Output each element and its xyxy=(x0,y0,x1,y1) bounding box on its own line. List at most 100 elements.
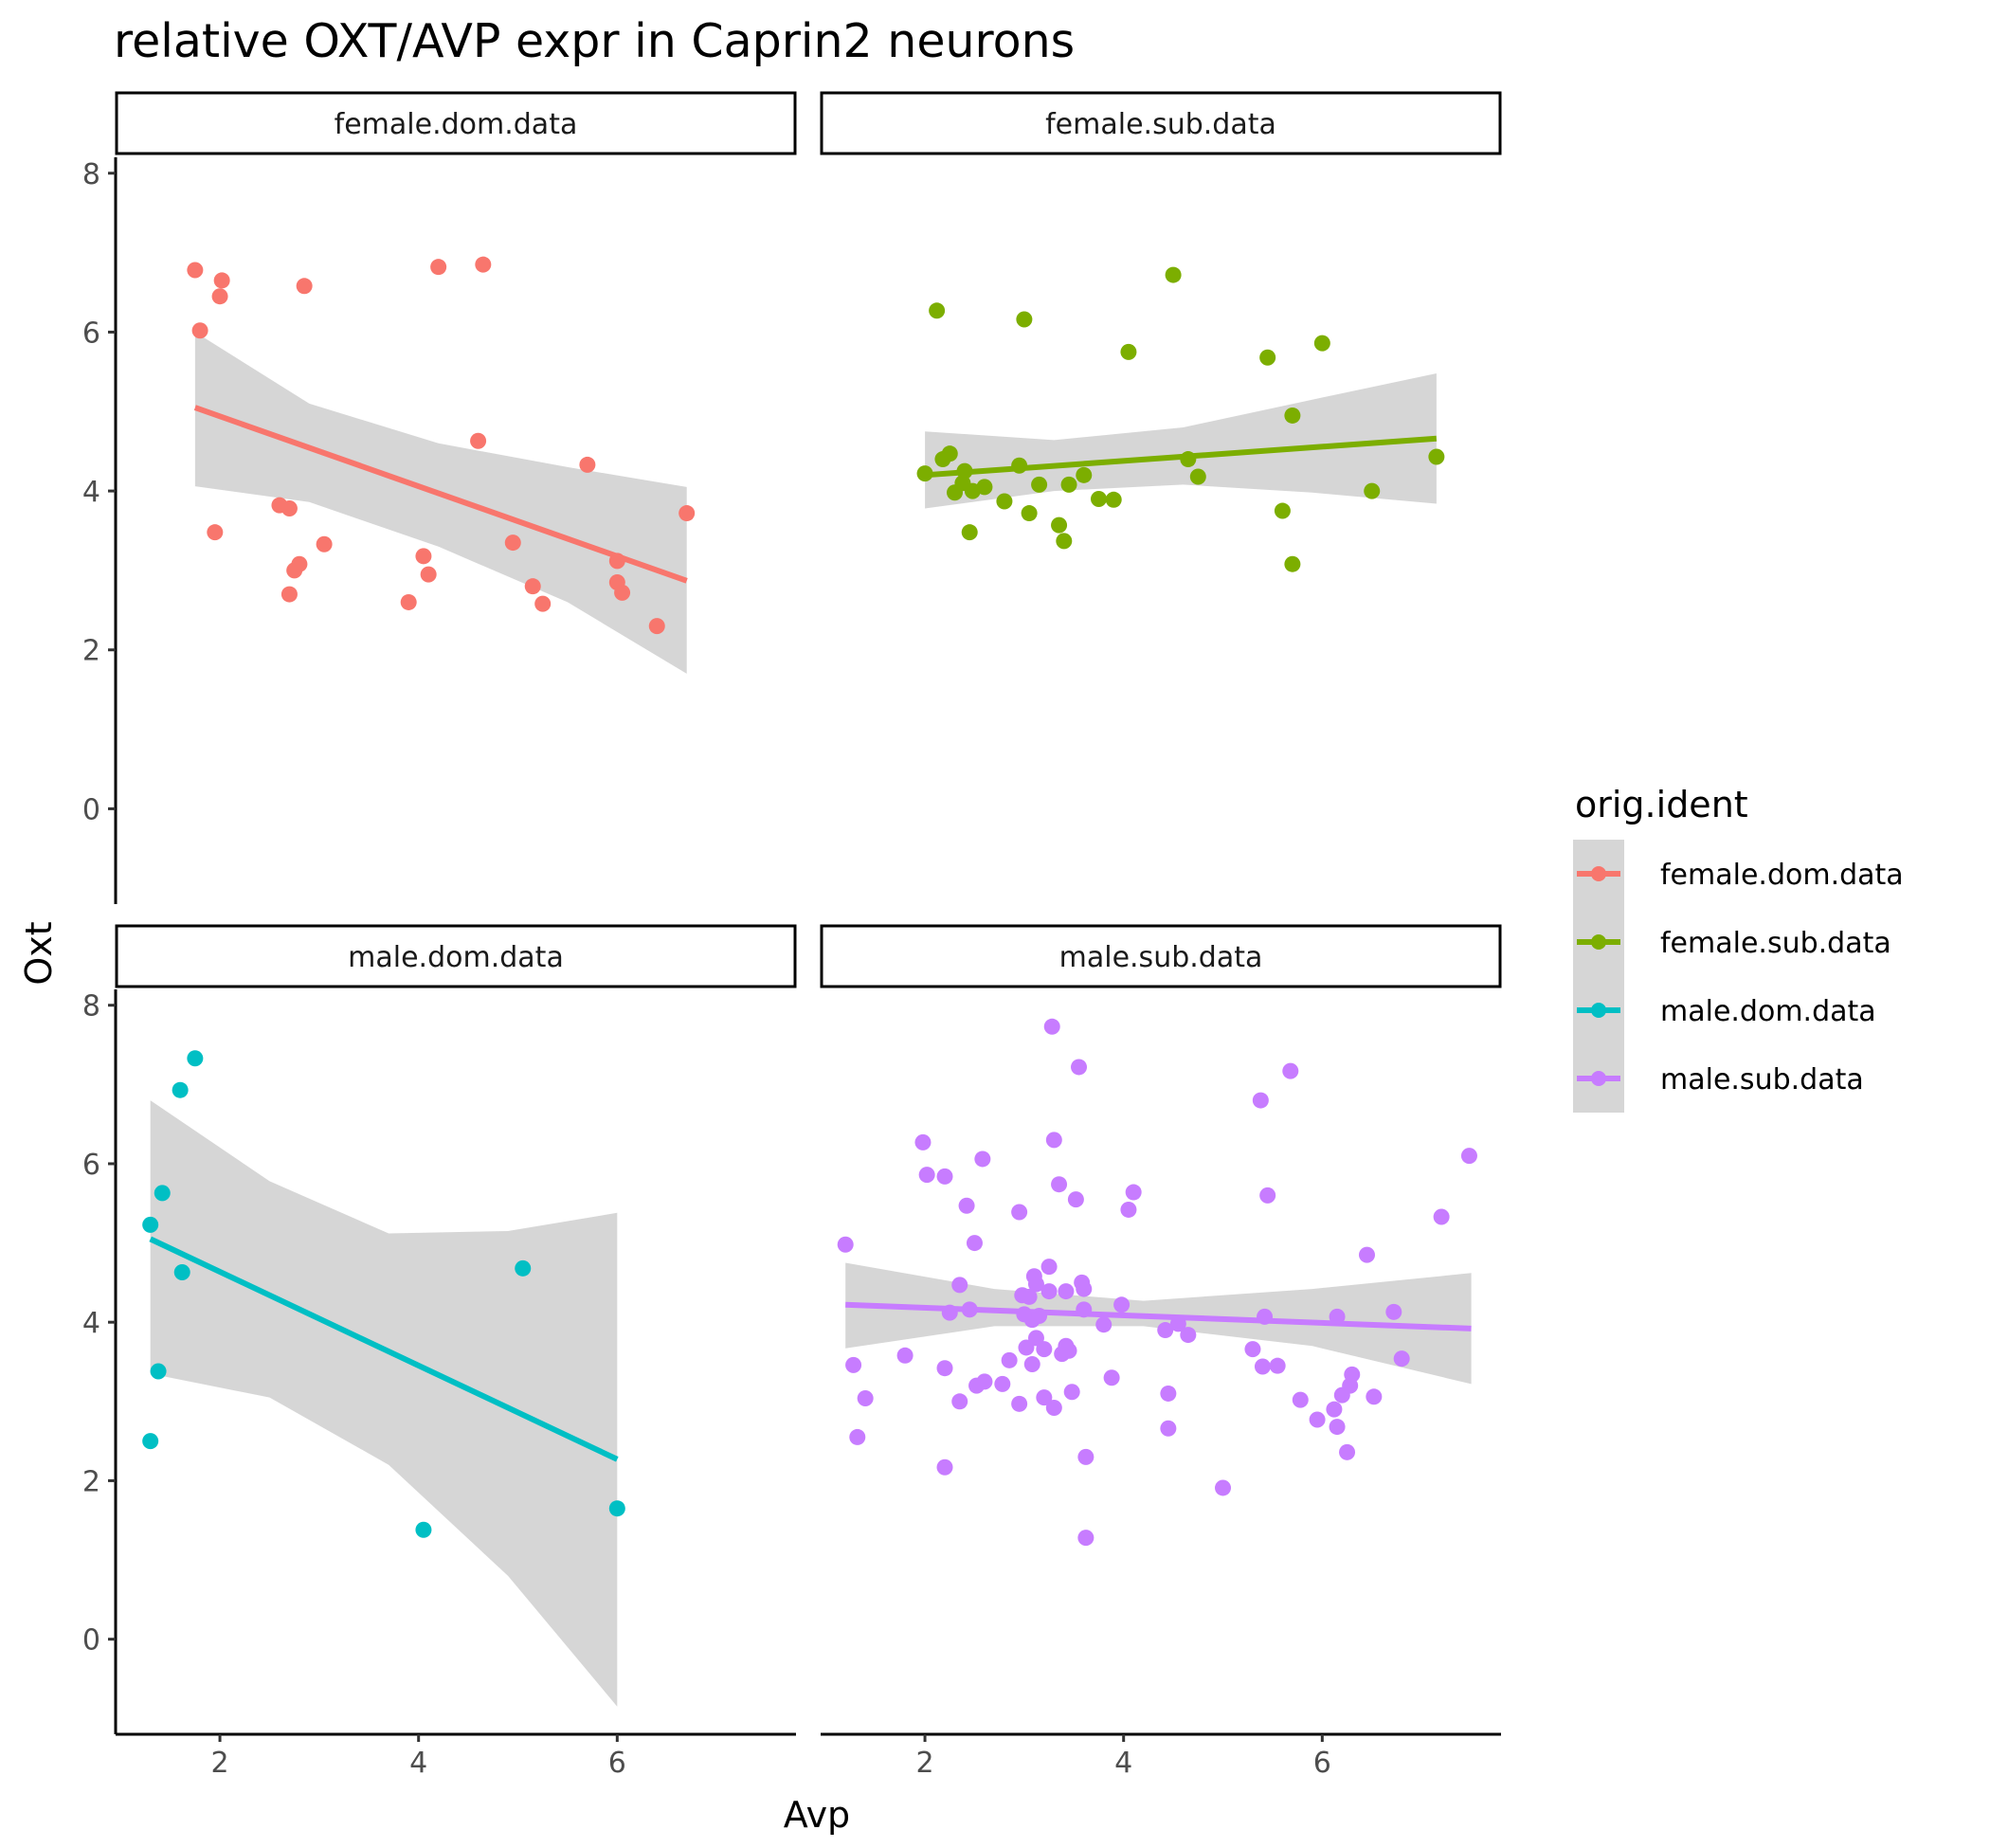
data-point xyxy=(678,505,696,522)
data-point xyxy=(1165,266,1182,283)
x-tick-label: 6 xyxy=(608,1747,626,1780)
legend-label: male.dom.data xyxy=(1660,995,1876,1028)
data-point xyxy=(1120,343,1137,360)
data-point xyxy=(608,553,625,570)
data-point xyxy=(1180,1327,1197,1344)
data-point xyxy=(1031,476,1048,493)
data-point xyxy=(961,524,978,541)
data-point xyxy=(951,1393,968,1410)
data-point xyxy=(976,1373,993,1390)
data-point xyxy=(896,1347,914,1364)
data-point xyxy=(187,1050,204,1067)
data-point xyxy=(1036,1341,1053,1358)
data-point xyxy=(1040,1283,1058,1300)
data-point xyxy=(1095,1316,1113,1333)
data-point xyxy=(280,500,298,517)
legend-label: male.sub.data xyxy=(1660,1063,1864,1096)
confidence-band xyxy=(925,373,1437,509)
data-point xyxy=(1344,1366,1361,1383)
data-point xyxy=(1076,1301,1093,1318)
data-point xyxy=(1011,1204,1028,1221)
legend-label: female.sub.data xyxy=(1660,927,1891,960)
panel-female-sub-data: female.sub.data xyxy=(820,91,1502,572)
data-point xyxy=(966,1235,983,1252)
data-point xyxy=(1018,1339,1035,1356)
data-point xyxy=(1274,502,1291,519)
x-tick-label: 2 xyxy=(211,1747,229,1780)
y-tick-label: 6 xyxy=(82,317,100,350)
legend-title: orig.ident xyxy=(1575,784,1748,825)
data-point xyxy=(1045,1399,1062,1416)
data-point xyxy=(1252,1092,1269,1109)
data-point xyxy=(415,548,432,565)
legend-key-point xyxy=(1591,934,1606,950)
data-point xyxy=(936,1360,953,1377)
data-point xyxy=(172,1081,189,1098)
data-point xyxy=(1358,1246,1375,1263)
data-point xyxy=(211,288,228,305)
y-axis-title: Oxt xyxy=(18,921,60,985)
data-point xyxy=(150,1363,167,1380)
panel-male-sub-data: male.sub.data 2 4 6 xyxy=(820,924,1502,1780)
facet-strip-label: female.sub.data xyxy=(1045,108,1276,141)
data-point xyxy=(1460,1148,1477,1165)
data-point xyxy=(936,1168,953,1185)
data-point xyxy=(1169,1315,1186,1332)
data-point xyxy=(280,586,298,603)
data-point xyxy=(976,479,993,496)
data-point xyxy=(614,584,631,601)
data-point xyxy=(1189,468,1206,485)
data-point xyxy=(845,1356,862,1373)
data-point xyxy=(1056,533,1073,550)
data-point xyxy=(1063,1384,1080,1401)
data-point xyxy=(1016,311,1033,328)
data-point xyxy=(1125,1184,1142,1201)
data-point xyxy=(961,1301,978,1318)
data-point xyxy=(608,1500,625,1517)
data-point xyxy=(1045,1132,1062,1149)
data-point xyxy=(173,1264,190,1281)
x-tick-label: 6 xyxy=(1313,1747,1331,1780)
data-point xyxy=(142,1216,159,1233)
legend-label: female.dom.data xyxy=(1660,859,1904,892)
facet-strip xyxy=(820,924,1502,988)
data-point xyxy=(1001,1351,1018,1368)
y-tick-label: 0 xyxy=(82,1624,100,1658)
data-point xyxy=(994,1375,1011,1392)
chart-title: relative OXT/AVP expr in Caprin2 neurons xyxy=(114,14,1075,68)
data-point xyxy=(470,432,487,449)
data-point xyxy=(1076,466,1093,483)
facet-strip-label: female.dom.data xyxy=(335,108,578,141)
x-tick-label: 4 xyxy=(1114,1747,1132,1780)
data-point xyxy=(142,1433,159,1450)
data-point xyxy=(1215,1479,1232,1496)
data-point xyxy=(857,1389,874,1406)
data-point xyxy=(1244,1341,1261,1358)
data-point xyxy=(941,1304,958,1321)
confidence-band xyxy=(194,332,687,674)
data-point xyxy=(958,1197,975,1214)
data-point xyxy=(430,259,447,276)
data-point xyxy=(1011,1395,1028,1412)
data-point xyxy=(1366,1388,1383,1405)
data-point xyxy=(1077,1530,1094,1547)
data-point xyxy=(941,445,958,462)
data-point xyxy=(1329,1308,1346,1325)
data-point xyxy=(1071,1059,1088,1076)
data-point xyxy=(1067,1191,1084,1208)
data-point xyxy=(648,618,665,635)
data-point xyxy=(1160,1385,1177,1402)
legend-key-point xyxy=(1591,1071,1606,1086)
facet-strip xyxy=(820,91,1502,155)
data-point xyxy=(1393,1350,1410,1368)
y-tick-label: 8 xyxy=(82,158,100,191)
data-point xyxy=(1160,1420,1177,1437)
y-tick-label: 2 xyxy=(82,1465,100,1498)
data-point xyxy=(1076,1280,1093,1297)
data-point xyxy=(1021,505,1038,522)
confidence-band xyxy=(150,1100,618,1707)
x-tick-label: 4 xyxy=(409,1747,427,1780)
data-point xyxy=(420,566,437,583)
data-point xyxy=(1428,448,1445,465)
